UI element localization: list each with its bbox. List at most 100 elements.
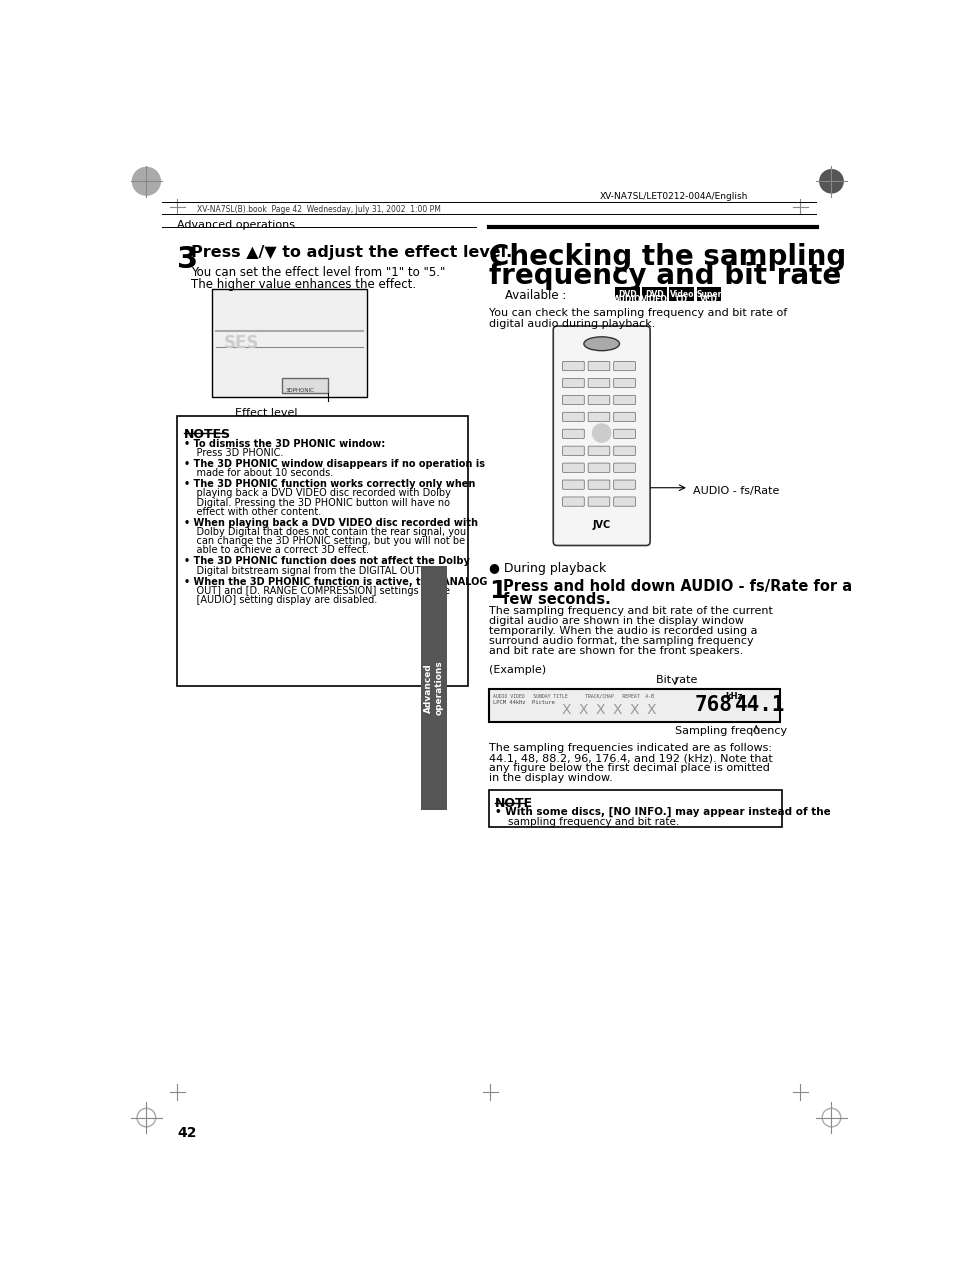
FancyBboxPatch shape <box>553 327 649 545</box>
FancyBboxPatch shape <box>562 480 583 489</box>
FancyBboxPatch shape <box>613 413 635 422</box>
Text: Press 3D PHONIC.: Press 3D PHONIC. <box>183 449 283 459</box>
Text: • The 3D PHONIC window disappears if no operation is: • The 3D PHONIC window disappears if no … <box>183 459 484 469</box>
Ellipse shape <box>583 337 618 351</box>
Text: 3DPHONIC: 3DPHONIC <box>286 387 314 392</box>
FancyBboxPatch shape <box>562 446 583 455</box>
FancyBboxPatch shape <box>613 480 635 489</box>
Text: 3: 3 <box>177 246 198 274</box>
FancyBboxPatch shape <box>587 413 609 422</box>
FancyBboxPatch shape <box>613 395 635 405</box>
Text: 44.1, 48, 88.2, 96, 176.4, and 192 (kHz). Note that: 44.1, 48, 88.2, 96, 176.4, and 192 (kHz)… <box>488 754 772 764</box>
Text: can change the 3D PHONIC setting, but you will not be: can change the 3D PHONIC setting, but yo… <box>183 536 464 547</box>
FancyBboxPatch shape <box>488 790 781 827</box>
FancyBboxPatch shape <box>613 378 635 387</box>
Text: Digital bitstream signal from the DIGITAL OUT jack.: Digital bitstream signal from the DIGITA… <box>183 566 446 576</box>
Circle shape <box>819 168 843 194</box>
FancyBboxPatch shape <box>587 361 609 370</box>
FancyBboxPatch shape <box>613 463 635 472</box>
Text: Super: Super <box>696 289 721 298</box>
Text: digital audio are shown in the display window: digital audio are shown in the display w… <box>488 616 743 626</box>
Text: and bit rate are shown for the front speakers.: and bit rate are shown for the front spe… <box>488 647 742 656</box>
Text: AUDIO - fs/Rate: AUDIO - fs/Rate <box>692 486 779 496</box>
Text: kHz: kHz <box>724 692 741 701</box>
Text: Advanced operations: Advanced operations <box>177 220 295 230</box>
Text: Effect level: Effect level <box>235 409 297 418</box>
FancyBboxPatch shape <box>613 430 635 439</box>
Text: XV-NA7SL/LET0212-004A/English: XV-NA7SL/LET0212-004A/English <box>599 192 747 201</box>
Text: SES: SES <box>224 334 259 352</box>
FancyBboxPatch shape <box>641 287 666 301</box>
Text: The sampling frequency and bit rate of the current: The sampling frequency and bit rate of t… <box>488 606 772 616</box>
Text: Digital. Pressing the 3D PHONIC button will have no: Digital. Pressing the 3D PHONIC button w… <box>183 498 449 508</box>
Text: playing back a DVD VIDEO disc recorded with Dolby: playing back a DVD VIDEO disc recorded w… <box>183 489 450 499</box>
Text: VCD: VCD <box>700 296 718 305</box>
Text: (Example): (Example) <box>488 665 545 675</box>
FancyBboxPatch shape <box>562 378 583 387</box>
Text: X: X <box>578 703 588 718</box>
Text: Available :: Available : <box>504 289 566 302</box>
Text: ● During playback: ● During playback <box>488 562 605 575</box>
Text: • When the 3D PHONIC function is active, the [ANALOG: • When the 3D PHONIC function is active,… <box>183 576 486 586</box>
Text: able to achieve a correct 3D effect.: able to achieve a correct 3D effect. <box>183 545 368 556</box>
Text: 42: 42 <box>177 1127 196 1141</box>
Text: • The 3D PHONIC function works correctly only when: • The 3D PHONIC function works correctly… <box>183 480 475 489</box>
Text: frequency and bit rate: frequency and bit rate <box>488 262 841 291</box>
FancyBboxPatch shape <box>587 480 609 489</box>
Text: Dolby Digital that does not contain the rear signal, you: Dolby Digital that does not contain the … <box>183 527 465 538</box>
Text: [AUDIO] setting display are disabled.: [AUDIO] setting display are disabled. <box>183 594 376 604</box>
Text: AUDIO VIDEO   SUNDAY TITLE      TRACK/CHAP   REPEAT  A-B: AUDIO VIDEO SUNDAY TITLE TRACK/CHAP REPE… <box>493 693 653 698</box>
Text: XV-NA7SL(B).book  Page 42  Wednesday, July 31, 2002  1:00 PM: XV-NA7SL(B).book Page 42 Wednesday, July… <box>196 206 440 215</box>
FancyBboxPatch shape <box>696 287 720 301</box>
FancyBboxPatch shape <box>562 395 583 405</box>
FancyBboxPatch shape <box>613 496 635 507</box>
Text: • The 3D PHONIC function does not affect the Dolby: • The 3D PHONIC function does not affect… <box>183 557 469 566</box>
Text: 44.1: 44.1 <box>735 694 785 715</box>
Text: • With some discs, [NO INFO.] may appear instead of the: • With some discs, [NO INFO.] may appear… <box>495 806 830 817</box>
FancyBboxPatch shape <box>562 361 583 370</box>
Text: surround audio format, the sampling frequency: surround audio format, the sampling freq… <box>488 637 753 647</box>
FancyBboxPatch shape <box>613 446 635 455</box>
FancyBboxPatch shape <box>587 463 609 472</box>
Text: Bit rate: Bit rate <box>655 675 697 685</box>
Text: X: X <box>646 703 656 718</box>
FancyBboxPatch shape <box>212 289 367 397</box>
Text: You can check the sampling frequency and bit rate of: You can check the sampling frequency and… <box>488 309 786 319</box>
Text: Sampling frequency: Sampling frequency <box>674 725 786 736</box>
Text: X: X <box>629 703 639 718</box>
Text: sampling frequency and bit rate.: sampling frequency and bit rate. <box>495 817 679 827</box>
FancyBboxPatch shape <box>587 395 609 405</box>
FancyBboxPatch shape <box>562 496 583 507</box>
Text: LPCM 44kHz  Picture: LPCM 44kHz Picture <box>493 701 554 705</box>
FancyBboxPatch shape <box>615 287 639 301</box>
Text: CD: CD <box>675 296 687 305</box>
Text: Press and hold down AUDIO - fs/Rate for a: Press and hold down AUDIO - fs/Rate for … <box>502 580 851 594</box>
Text: The sampling frequencies indicated are as follows:: The sampling frequencies indicated are a… <box>488 743 771 754</box>
Text: effect with other content.: effect with other content. <box>183 507 320 517</box>
FancyBboxPatch shape <box>177 417 468 685</box>
Text: NOTE: NOTE <box>495 797 533 810</box>
Bar <box>282 378 328 394</box>
Text: X: X <box>612 703 621 718</box>
Text: 768: 768 <box>694 694 731 715</box>
Text: Press ▲/▼ to adjust the effect level.: Press ▲/▼ to adjust the effect level. <box>192 246 512 260</box>
Text: The higher value enhances the effect.: The higher value enhances the effect. <box>192 278 416 291</box>
FancyBboxPatch shape <box>420 566 447 810</box>
Text: DVD: DVD <box>645 289 663 298</box>
Text: Video: Video <box>669 289 694 298</box>
Text: temporarily. When the audio is recorded using a: temporarily. When the audio is recorded … <box>488 626 757 637</box>
Circle shape <box>132 167 160 195</box>
FancyBboxPatch shape <box>562 413 583 422</box>
FancyBboxPatch shape <box>669 287 694 301</box>
Text: JVC: JVC <box>592 520 610 530</box>
Text: 1: 1 <box>488 580 506 603</box>
Circle shape <box>592 424 610 442</box>
FancyBboxPatch shape <box>488 689 779 721</box>
Text: You can set the effect level from "1" to "5.": You can set the effect level from "1" to… <box>192 266 445 279</box>
Text: digital audio during playback.: digital audio during playback. <box>488 319 655 329</box>
FancyBboxPatch shape <box>587 496 609 507</box>
FancyBboxPatch shape <box>562 463 583 472</box>
Text: NOTES: NOTES <box>183 428 231 441</box>
Text: • To dismiss the 3D PHONIC window:: • To dismiss the 3D PHONIC window: <box>183 440 384 449</box>
Text: few seconds.: few seconds. <box>502 592 610 607</box>
